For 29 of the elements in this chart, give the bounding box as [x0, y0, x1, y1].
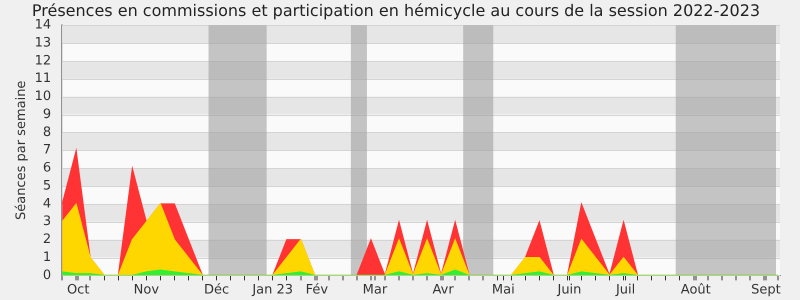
- x-tick-label: Août: [680, 282, 711, 298]
- x-tick-label: Oct: [66, 282, 90, 298]
- y-tick-label: 13: [34, 35, 52, 50]
- y-tick-label: 14: [34, 18, 52, 33]
- x-tick-label: Jan 23: [251, 282, 294, 298]
- y-tick-label: 7: [42, 142, 52, 158]
- y-tick-label: 6: [42, 160, 52, 176]
- y-tick-label: 1: [42, 250, 52, 265]
- x-tick-label: Avr: [432, 282, 454, 298]
- y-tick-label: 9: [42, 106, 52, 122]
- y-tick-label: 3: [42, 214, 52, 230]
- x-tick-label: Mar: [362, 282, 388, 298]
- y-axis-title: Séances par semaine: [14, 80, 30, 220]
- x-tick-label: Fév: [306, 282, 328, 298]
- x-tick-label: Sept: [751, 282, 781, 298]
- y-tick-label: 5: [42, 178, 52, 194]
- y-tick-label: 10: [34, 89, 52, 104]
- x-tick-label: Mai: [492, 282, 515, 298]
- y-tick-label: 8: [42, 124, 52, 140]
- y-tick-label: 12: [34, 53, 52, 68]
- y-tick-label: 0: [42, 268, 52, 283]
- y-tick-label: 4: [42, 196, 52, 212]
- x-tick-label: Déc: [204, 282, 230, 298]
- x-tick-label: Juil: [614, 282, 636, 298]
- y-tick-label: 11: [34, 71, 52, 86]
- chart-title: Présences en commissions et participation en hémicycle au cours de la session 2022-2023: [32, 0, 760, 20]
- x-tick-label: Nov: [134, 282, 160, 298]
- y-tick-label: 2: [42, 232, 52, 248]
- x-tick-label: Juin: [556, 282, 582, 298]
